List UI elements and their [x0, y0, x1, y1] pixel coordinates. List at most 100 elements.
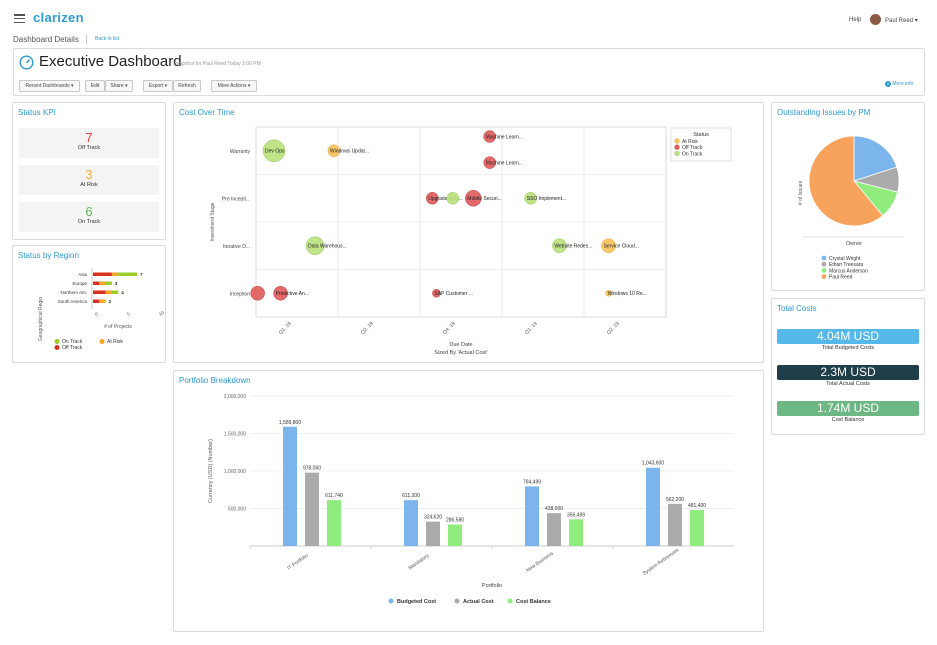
y-tick-label: 1,000,000: [224, 469, 246, 475]
y-tick-label: 2,000,000: [224, 394, 246, 400]
region-category-label: Northern Am.: [60, 290, 87, 295]
region-legend-label: Off Track: [62, 345, 83, 351]
bubble: [483, 130, 496, 143]
region-bar: [99, 281, 106, 285]
region-xtick-label: 10: [158, 310, 165, 317]
region-total-label: 2: [109, 299, 112, 304]
region-category-label: Europe: [72, 281, 87, 286]
portfolio-title: Portfolio Breakdown: [179, 376, 251, 385]
avatar[interactable]: [870, 14, 881, 25]
bar-value-label: 978,060: [303, 466, 321, 472]
more-info-link[interactable]: i More info: [885, 81, 913, 87]
back-to-list-link[interactable]: Back to list: [95, 36, 120, 42]
bar-value-label: 356,499: [567, 512, 585, 518]
y-category-label: Iterative D...: [223, 244, 250, 250]
chevron-down-icon: ▾: [71, 83, 74, 89]
x-tick-label: Q1, 19: [524, 321, 539, 336]
bubble-label: Data Warehous...: [308, 244, 347, 250]
region-bar: [111, 290, 119, 294]
kpi-off-track[interactable]: 7 Off Track: [19, 128, 159, 158]
pie-slice: [853, 135, 898, 182]
legend-title: Status: [693, 132, 709, 138]
bubble-label: Machine Learn...: [486, 134, 523, 140]
recent-dashboards-button[interactable]: Recent Dashboards ▾: [19, 80, 80, 92]
region-bar: [99, 299, 106, 303]
bar-value-label: 611,740: [325, 493, 343, 499]
portfolio-panel: Portfolio Breakdown 500,000 1,000,000 1,50…: [173, 370, 764, 632]
bar: [327, 500, 341, 546]
status-kpi-title: Status KPI: [18, 108, 56, 117]
region-xtick-label: 0: [94, 311, 99, 317]
region-bar: [105, 281, 112, 285]
chevron-down-icon: ▾: [247, 83, 251, 89]
legend-label: Cost Balance: [516, 599, 551, 605]
bar: [448, 524, 462, 546]
bar-value-label: 438,000: [545, 506, 563, 512]
region-bar: [105, 290, 112, 294]
legend-marker: [674, 150, 680, 157]
bubble-label: Upgrade to Fl...: [428, 196, 462, 202]
share-button[interactable]: Share ▾: [105, 80, 133, 92]
bubble: [552, 238, 567, 253]
page-title: Executive Dashboard: [39, 53, 182, 70]
bar: [569, 519, 583, 546]
bubble: [605, 290, 612, 297]
info-icon: i: [885, 81, 891, 87]
region-legend-marker: [54, 339, 60, 344]
chart-subtitle: Sized By 'Actual Cost': [434, 350, 487, 356]
bubble-label: Website Redes...: [554, 244, 592, 250]
x-category-label: IT Portfolio: [286, 553, 309, 572]
y-axis-label: Currency (USD) (Number): [208, 439, 214, 503]
pie-slice: [808, 135, 884, 227]
kpi-value: 3: [85, 167, 93, 182]
total-budgeted-value: 4.04M USD: [777, 329, 919, 344]
kpi-value: 6: [85, 204, 93, 219]
bar-value-label: 481,400: [688, 503, 706, 509]
pie-legend-marker: [821, 268, 827, 273]
cost-time-title: Cost Over Time: [179, 108, 235, 117]
menu-icon[interactable]: [14, 14, 25, 24]
kpi-at-risk[interactable]: 3 At Risk: [19, 165, 159, 195]
bubble-label: Windows Updat...: [330, 149, 369, 155]
app-logo[interactable]: clarizen: [33, 10, 84, 25]
bubble: [273, 286, 288, 301]
bar: [404, 500, 418, 546]
bar: [426, 521, 440, 546]
total-costs-panel: Total Costs 4.04M USD Total Budgeted Cos…: [771, 298, 925, 435]
bar: [283, 426, 297, 546]
y-tick-label: 500,000: [228, 506, 246, 512]
bar-value-label: 324,620: [424, 515, 442, 521]
kpi-on-track[interactable]: 6 On Track: [19, 202, 159, 232]
bubble: [250, 286, 265, 301]
status-kpi-panel: Status KPI 7 Off Track 3 At Risk 6 On Tr…: [12, 102, 166, 240]
export-button[interactable]: Export ▾: [143, 80, 173, 92]
refresh-button[interactable]: Refresh: [173, 80, 201, 92]
user-menu[interactable]: Paul Reed ▾: [885, 17, 918, 24]
x-tick-label: Q2, 19: [606, 321, 621, 336]
bar: [668, 503, 682, 546]
legend-marker: [674, 144, 680, 150]
pie-legend-marker: [821, 255, 827, 261]
pie-legend-label: Paul Reed: [829, 275, 853, 281]
more-actions-button[interactable]: More Actions ▾: [211, 80, 257, 92]
edit-button[interactable]: Edit: [85, 80, 105, 92]
region-bar: [93, 290, 106, 294]
x-category-label: New Business: [525, 550, 555, 573]
dashboard-icon: [19, 55, 34, 70]
region-total-label: 3: [115, 281, 118, 286]
edit-label: Edit: [90, 83, 100, 89]
bubble: [483, 156, 496, 169]
help-link[interactable]: Help: [849, 17, 862, 23]
pie-ylabel: # of Issues: [798, 180, 804, 205]
x-axis-label: Portfolio: [482, 583, 502, 589]
region-legend-marker: [54, 345, 60, 350]
x-category-label: Mandatory: [408, 553, 431, 572]
bubble: [465, 190, 482, 207]
region-bar: [111, 272, 119, 276]
bar-value-label: 611,200: [402, 493, 420, 499]
kpi-value: 7: [85, 130, 93, 145]
bubble-label: Dev Ops: [265, 149, 285, 155]
region-legend-label: At Risk: [107, 339, 123, 345]
recent-dashboards-label: Recent Dashboards: [25, 83, 70, 89]
divider: [86, 34, 87, 44]
